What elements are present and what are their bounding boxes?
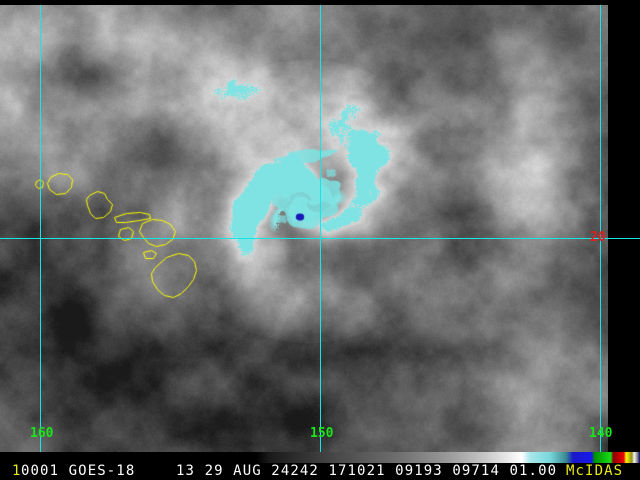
band-date-time-text: 13 29 AUG 24242 171021 09193 09714 01.00 — [176, 463, 558, 479]
infrared-cloud-canvas — [0, 5, 608, 452]
image-id-satellite-text: 0001 GOES-18 — [21, 463, 136, 479]
graticule-parallel-20n — [0, 238, 640, 239]
mcidas-software-label: McIDAS — [566, 463, 624, 479]
color-bar-gradient — [0, 452, 640, 463]
latitude-label-20: 20 — [590, 230, 606, 245]
longitude-label-160: 160 — [30, 426, 54, 441]
longitude-label-140: 140 — [589, 426, 613, 441]
graticule-meridian-160w — [40, 5, 41, 452]
graticule-meridian-150w — [320, 5, 321, 452]
frame-number-text: 1 — [12, 463, 22, 479]
graticule-meridian-140w — [600, 5, 601, 452]
longitude-label-150: 150 — [310, 426, 334, 441]
enhancement-color-bar — [0, 452, 640, 463]
mcidas-status-bar: 1 0001 GOES-18 13 29 AUG 24242 171021 09… — [0, 463, 640, 480]
satellite-image-raster — [0, 5, 608, 452]
